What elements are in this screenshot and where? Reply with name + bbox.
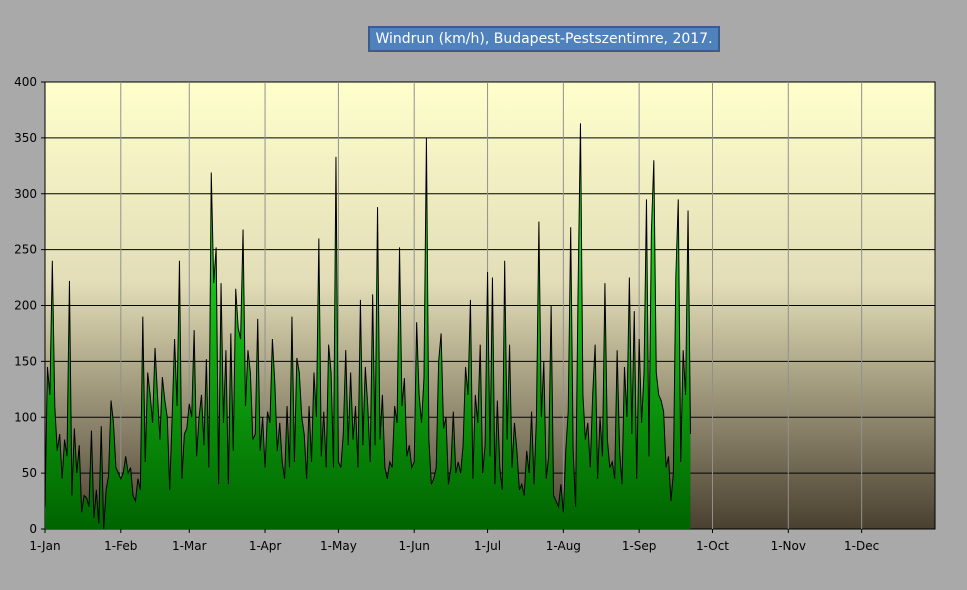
y-tick-label: 50 [22,466,37,480]
x-tick-label: 1-Mar [172,539,207,553]
x-tick-label: 1-Sep [622,539,657,553]
windrun-line [44,123,691,530]
y-tick-label: 400 [14,75,37,89]
x-tick-label: 1-Jul [474,539,501,553]
x-tick-label: 1-Nov [771,539,806,553]
y-tick-label: 0 [29,522,37,536]
y-tick-label: 300 [14,187,37,201]
y-tick-label: 150 [14,354,37,368]
x-tick-label: 1-Jun [399,539,430,553]
x-tick-label: 1-Dec [844,539,879,553]
x-tick-label: 1-Apr [249,539,282,553]
x-tick-label: 1-Feb [104,539,137,553]
windrun-area [45,123,691,529]
y-tick-label: 350 [14,131,37,145]
y-tick-label: 200 [14,299,37,313]
y-tick-label: 250 [14,243,37,257]
x-tick-label: 1-Aug [546,539,581,553]
chart-title: Windrun (km/h), Budapest-Pestszentimre, … [368,26,720,52]
x-tick-label: 1-Jan [29,539,60,553]
x-tick-label: 1-May [320,539,357,553]
x-tick-label: 1-Oct [696,539,729,553]
y-tick-label: 100 [14,410,37,424]
